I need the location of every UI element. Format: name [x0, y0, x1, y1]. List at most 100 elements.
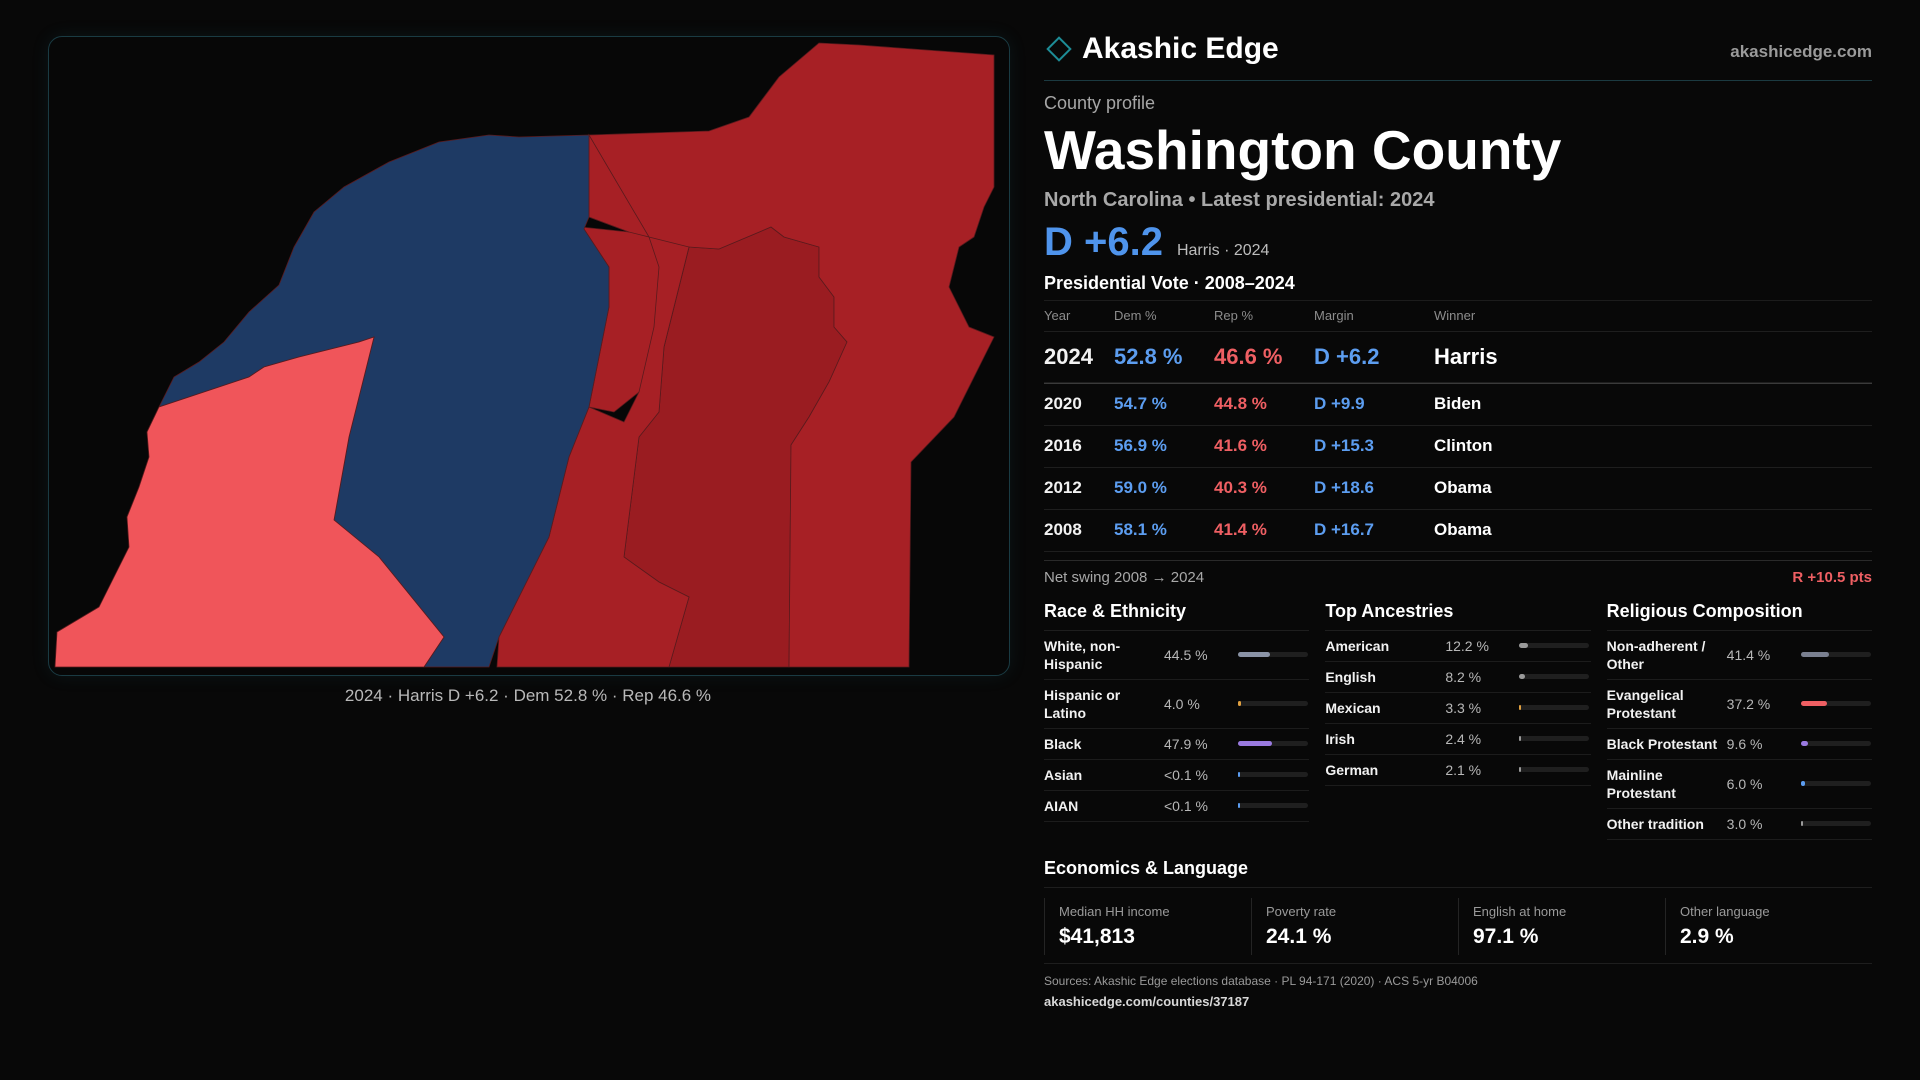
- religion-bar-track: [1800, 781, 1871, 786]
- ancestry-title: Top Ancestries: [1325, 601, 1591, 631]
- ancestry-label: English: [1325, 668, 1376, 685]
- row-rep-pct: 41.4 %: [1214, 520, 1267, 539]
- site-url-link[interactable]: akashicedge.com: [1730, 42, 1872, 61]
- ancestry-value: 2.1 %: [1445, 761, 1482, 778]
- row-dem-pct: 56.9 %: [1114, 436, 1167, 455]
- race-label: Asian: [1044, 766, 1083, 783]
- presidential-title: Presidential Vote · 2008–2024: [1044, 272, 1295, 293]
- diamond-outline-icon: [1046, 36, 1072, 62]
- subtitle: North Carolina • Latest presidential: 20…: [1044, 188, 1435, 211]
- religion-label: Non-adherent / Other: [1606, 637, 1706, 672]
- row-year: 2008: [1044, 520, 1082, 539]
- headline-margin: D +6.2 Harris · 2024: [1044, 220, 1872, 265]
- ancestry-row: German 2.1 %: [1325, 755, 1591, 786]
- race-bar-fill: [1238, 803, 1240, 808]
- economics-value: 2.9 %: [1680, 924, 1734, 948]
- map-precinct-central[interactable]: [496, 133, 690, 668]
- religion-row: Other tradition 3.0 %: [1606, 809, 1872, 840]
- religion-row: Evangelical Protestant 37.2 %: [1606, 680, 1872, 729]
- net-swing-value: R +10.5 pts: [1792, 568, 1872, 586]
- race-value: <0.1 %: [1164, 797, 1208, 814]
- ancestry-value: 8.2 %: [1445, 668, 1482, 685]
- row-year: 2016: [1044, 436, 1082, 455]
- economics-label: English at home: [1473, 903, 1567, 919]
- economics-title: Economics & Language: [1044, 858, 1872, 888]
- ancestry-bar-track: [1519, 767, 1590, 772]
- header-rep: Rep %: [1214, 308, 1254, 323]
- race-bar-track: [1238, 741, 1308, 746]
- ancestry-bar-fill: [1519, 643, 1528, 648]
- table-row[interactable]: 2024 52.8 % 46.6 % D +6.2 Harris: [1044, 332, 1872, 383]
- map-precinct-southwest[interactable]: [54, 336, 445, 668]
- brand[interactable]: Akashic Edge: [1044, 32, 1279, 66]
- county-map-svg: [54, 42, 995, 668]
- economics-value: $41,813: [1059, 924, 1135, 948]
- religion-label: Other tradition: [1606, 815, 1704, 832]
- race-label: White, non-Hispanic: [1044, 637, 1121, 672]
- row-dem-pct: 58.1 %: [1114, 520, 1167, 539]
- header: Akashic Edge akashicedge.com: [1044, 30, 1872, 81]
- race-value: 47.9 %: [1164, 735, 1208, 752]
- row-winner: Obama: [1434, 520, 1492, 539]
- economics-cards: Median HH income $41,813 Poverty rate 24.1 …: [1044, 897, 1872, 955]
- race-bar-track: [1238, 803, 1308, 808]
- row-rep-pct: 40.3 %: [1214, 478, 1267, 497]
- county-profile-panel: Akashic Edge akashicedge.com County prof…: [1044, 30, 1872, 1009]
- religion-title: Religious Composition: [1606, 601, 1872, 631]
- row-year: 2024: [1044, 343, 1093, 369]
- row-rep-pct: 41.6 %: [1214, 436, 1267, 455]
- row-margin: D +9.9: [1314, 394, 1365, 413]
- ancestry-bar-fill: [1519, 674, 1525, 679]
- row-dem-pct: 52.8 %: [1114, 343, 1183, 369]
- table-row[interactable]: 2020 54.7 % 44.8 % D +9.9 Biden: [1044, 382, 1872, 426]
- religion-value: 37.2 %: [1726, 695, 1771, 712]
- race-bar-fill: [1238, 772, 1240, 777]
- brand-name: Akashic Edge: [1082, 32, 1279, 65]
- religion-bar-fill: [1800, 741, 1808, 746]
- race-row: Black 47.9 %: [1044, 729, 1310, 760]
- race-ethnicity-section: Race & Ethnicity White, non-Hispanic 44.5…: [1044, 601, 1310, 840]
- economics-card: Other language 2.9 %: [1665, 897, 1872, 955]
- ancestry-row: American 12.2 %: [1325, 631, 1591, 662]
- table-row[interactable]: 2016 56.9 % 41.6 % D +15.3 Clinton: [1044, 426, 1872, 468]
- economics-value: 97.1 %: [1473, 924, 1539, 948]
- ancestry-row: English 8.2 %: [1325, 662, 1591, 693]
- ancestry-bar-fill: [1519, 705, 1522, 710]
- race-value: 4.0 %: [1164, 695, 1200, 712]
- race-value: 44.5 %: [1164, 646, 1208, 663]
- race-value: <0.1 %: [1164, 766, 1208, 783]
- economics-card: English at home 97.1 %: [1458, 897, 1665, 955]
- row-winner: Harris: [1434, 343, 1498, 369]
- race-title: Race & Ethnicity: [1044, 601, 1310, 631]
- row-winner: Obama: [1434, 478, 1492, 497]
- ancestry-label: Irish: [1325, 730, 1355, 747]
- ancestry-row: Mexican 3.3 %: [1325, 693, 1591, 724]
- row-rep-pct: 46.6 %: [1214, 343, 1283, 369]
- header-dem: Dem %: [1114, 308, 1157, 323]
- county-url-link[interactable]: akashicedge.com/counties/37187: [1044, 993, 1250, 1009]
- county-map[interactable]: [48, 36, 1010, 676]
- table-row[interactable]: 2012 59.0 % 40.3 % D +18.6 Obama: [1044, 468, 1872, 510]
- row-year: 2012: [1044, 478, 1082, 497]
- religion-bar-track: [1800, 701, 1871, 706]
- religion-section: Religious Composition Non-adherent / Oth…: [1606, 601, 1872, 840]
- religion-value: 6.0 %: [1726, 775, 1763, 792]
- religion-value: 3.0 %: [1726, 815, 1763, 832]
- ancestry-label: Mexican: [1325, 699, 1381, 716]
- race-row: Asian <0.1 %: [1044, 760, 1310, 791]
- row-rep-pct: 44.8 %: [1214, 394, 1267, 413]
- religion-bar-track: [1800, 821, 1871, 826]
- table-row[interactable]: 2008 58.1 % 41.4 % D +16.7 Obama: [1044, 510, 1872, 552]
- religion-bar-fill: [1800, 701, 1827, 706]
- race-label: Black: [1044, 735, 1082, 752]
- row-winner: Clinton: [1434, 436, 1493, 455]
- net-swing: Net swing 2008 → 2024 R +10.5 pts: [1044, 559, 1872, 597]
- economics-card: Median HH income $41,813: [1044, 897, 1251, 955]
- religion-bar-fill: [1800, 652, 1830, 657]
- religion-label: Evangelical Protestant: [1606, 686, 1684, 721]
- presidential-table: Year Dem % Rep % Margin Winner 2024 52.8 …: [1044, 299, 1872, 552]
- ancestry-bar-track: [1519, 705, 1590, 710]
- header-year: Year: [1044, 308, 1071, 323]
- row-margin: D +6.2: [1314, 343, 1380, 369]
- ancestry-section: Top Ancestries American 12.2 % English 8.2 …: [1325, 601, 1591, 840]
